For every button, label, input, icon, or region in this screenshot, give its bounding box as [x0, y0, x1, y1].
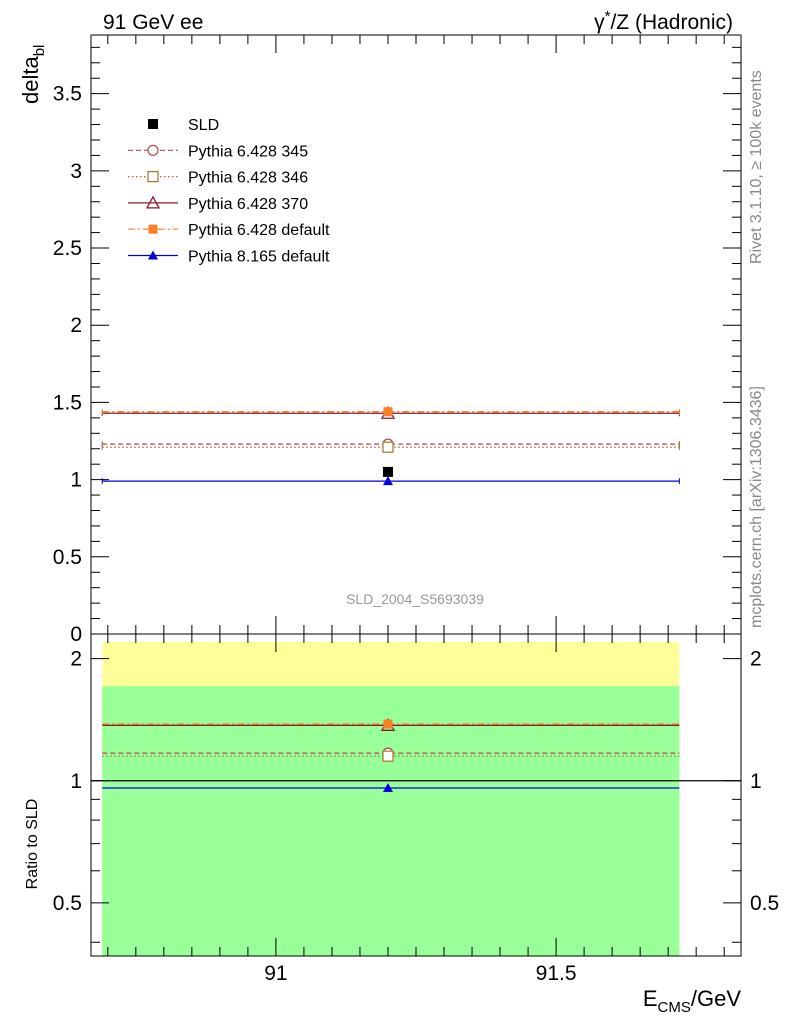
legend-label: Pythia 6.428 346	[188, 170, 308, 187]
ratio-marker-pythia-8-165-default	[382, 782, 393, 792]
main-ytick-label: 0.5	[53, 546, 82, 569]
main-series-group	[101, 405, 680, 486]
main-ytick-label: 3	[70, 160, 82, 183]
main-ytick-label: 3.5	[53, 83, 82, 106]
sld-data-point	[382, 466, 393, 477]
ratio-y-axis-label: Ratio to SLD	[24, 799, 41, 890]
ratio-marker-pythia-6-428-346	[382, 750, 394, 762]
ratio-ytick-label-right: 1	[750, 770, 762, 793]
ratio-marker-pythia-6-428-default	[383, 719, 393, 729]
legend-marker	[148, 224, 158, 234]
main-ticks	[91, 35, 741, 635]
ratio-ytick-label: 0.5	[53, 892, 82, 915]
legend-marker	[145, 195, 161, 209]
ratio-ytick-label-right: 2	[750, 648, 762, 671]
legend-marker	[148, 250, 158, 260]
legend-label: SLD	[188, 117, 219, 134]
ratio-band-green	[102, 686, 680, 956]
ratio-ticks	[91, 634, 741, 956]
legend-label: Pythia 6.428 370	[188, 196, 308, 213]
series-marker-pythia-6-428-default	[383, 407, 393, 417]
analysis-watermark: SLD_2004_S5693039	[346, 591, 484, 607]
legend-marker	[147, 171, 159, 183]
ratio-bands	[102, 641, 680, 956]
x-tick-label: 91.5	[536, 962, 577, 985]
ratio-series-group	[91, 717, 741, 792]
main-ytick-label: 1.5	[53, 391, 82, 414]
x-tick-label: 91	[264, 962, 287, 985]
main-ytick-labels: 0 0.5 1 1.5 2 2.5 3 3.5	[53, 83, 82, 646]
series-marker-pythia-6-428-346	[382, 441, 394, 453]
legend-label: Pythia 6.428 default	[188, 222, 330, 239]
main-ytick-label: 2.5	[53, 237, 82, 260]
legend-marker	[147, 144, 159, 156]
legend: SLD Pythia 6.428 345 Pythia 6.428 346 Pythi…	[128, 117, 330, 266]
main-ytick-label: 1	[70, 469, 82, 492]
series-marker-pythia-8-165-default	[382, 476, 393, 486]
main-ytick-label: 2	[70, 314, 82, 337]
main-panel: 0 0.5 1 1.5 2 2.5 3 3.5 SLD_2004_S5693039 delta…	[18, 34, 742, 646]
legend-label: Pythia 6.428 345	[188, 143, 308, 160]
ratio-ytick-label-right: 0.5	[750, 892, 779, 915]
mcplots-label: mcplots.cern.ch [arXiv:1306.3436]	[748, 386, 765, 628]
legend-marker-sld	[148, 119, 158, 129]
x-axis-label: ECMS/GeV	[643, 986, 741, 1016]
rivet-label: Rivet 3.1.10, ≥ 100k events	[748, 70, 765, 264]
header-right-label: γ*/Z (Hadronic)	[594, 8, 733, 34]
header-left-label: 91 GeV ee	[103, 11, 203, 34]
ratio-ytick-labels: 0.5 0.5 1 1 2 2	[53, 648, 779, 915]
ratio-panel: 0.5 0.5 1 1 2 2 91 91.5 Ratio to SLD ECMS/GeV	[24, 633, 779, 1016]
main-y-axis-label: deltabl	[18, 45, 48, 104]
legend-label: Pythia 8.165 default	[188, 249, 330, 266]
ratio-ytick-label: 1	[70, 770, 82, 793]
main-ytick-label: 0	[70, 623, 82, 646]
x-tick-labels: 91 91.5	[264, 962, 576, 985]
ratio-ytick-label: 2	[70, 648, 82, 671]
